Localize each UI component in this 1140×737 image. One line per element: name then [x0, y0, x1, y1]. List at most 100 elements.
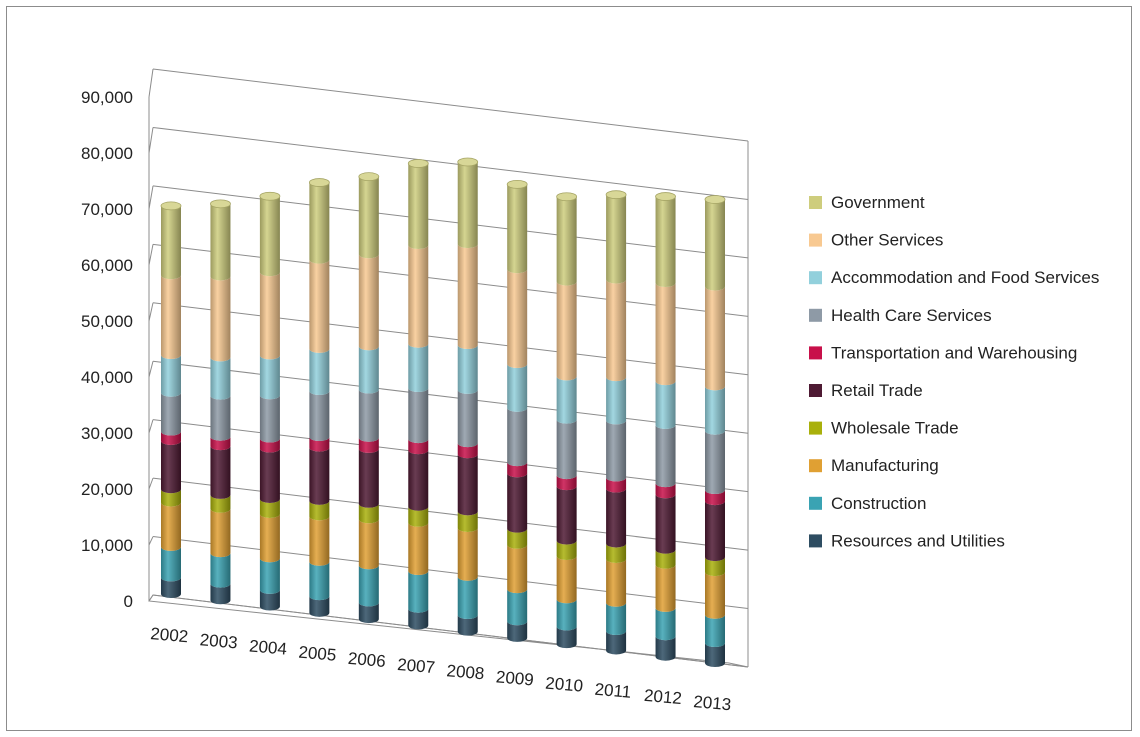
left-wall-gridline: [148, 68, 154, 98]
bar-segment: [309, 516, 330, 566]
bar-top-cap: [160, 201, 182, 211]
bar-segment: [705, 386, 725, 435]
bar-segment: [309, 348, 330, 396]
x-tick-label: 2009: [495, 667, 534, 689]
left-wall-gridline: [148, 536, 154, 546]
legend-swatch: [809, 271, 822, 285]
legend-swatch: [809, 459, 822, 473]
bar-segment: [309, 259, 330, 353]
left-wall-gridline: [148, 361, 154, 378]
bar-segment: [507, 462, 528, 478]
y-tick-label: 50,000: [81, 312, 133, 331]
bar-segment: [161, 489, 181, 507]
bar-segment: [259, 355, 280, 400]
bar-segment: [210, 203, 231, 281]
legend-item: Construction: [809, 494, 926, 513]
legend-label: Transportation and Warehousing: [831, 343, 1077, 362]
left-wall-gridline: [148, 477, 154, 490]
bar-segment: [358, 346, 379, 394]
bar-segment: [606, 558, 627, 607]
x-tick-label: 2011: [594, 680, 632, 702]
legend-item: Other Services: [809, 231, 943, 250]
y-tick-label: 60,000: [81, 256, 133, 275]
bar-segment: [507, 621, 528, 642]
legend-label: Government: [831, 193, 925, 212]
gridline: [152, 536, 749, 610]
x-tick-label: 2003: [199, 630, 238, 652]
legend-swatch: [809, 233, 822, 247]
bar-segment: [655, 564, 676, 612]
legend-item: Health Care Services: [809, 306, 992, 325]
bar-segment: [655, 283, 676, 386]
legend-label: Retail Trade: [831, 381, 923, 400]
bar-segment: [358, 519, 379, 570]
bar-segment: [408, 388, 429, 444]
bar-segment: [606, 420, 627, 482]
bar-segment: [408, 608, 429, 630]
bar-segment: [161, 431, 181, 445]
y-tick-label: 10,000: [81, 536, 133, 555]
bar-segment: [309, 447, 330, 505]
legend-item: Government: [809, 193, 925, 212]
legend-swatch: [809, 196, 822, 209]
bar-segment: [655, 483, 676, 499]
bar-segment: [358, 565, 379, 607]
left-wall-gridline: [148, 127, 154, 154]
bar-segment: [655, 196, 676, 288]
bar-segment: [309, 500, 330, 521]
bar-segment: [507, 184, 528, 274]
bar-segment: [210, 357, 231, 400]
chart-frame: 0 10,000 20,000 30,000 40,000 50,000 60,000 70,…: [6, 6, 1132, 731]
bar-segment: [408, 343, 429, 393]
bar-top-cap: [457, 157, 479, 167]
bar-segment: [705, 286, 725, 391]
legend: Government Other Services Accommodation an…: [809, 193, 1099, 550]
bar-segment: [705, 430, 725, 495]
left-wall-gridline: [148, 302, 154, 322]
bar-segment: [408, 450, 429, 511]
bar-segment: [259, 558, 280, 594]
bar-segment: [556, 419, 577, 480]
legend-item: Retail Trade: [809, 381, 923, 400]
legend-swatch: [809, 496, 822, 510]
bar-segment: [259, 589, 280, 611]
bar-segment: [259, 272, 280, 360]
x-tick-label: 2012: [643, 686, 682, 708]
bar-segment: [259, 395, 280, 443]
bar-segment: [259, 196, 280, 277]
bar-segment: [358, 448, 379, 508]
bar-segment: [655, 494, 676, 554]
bar-top-cap: [259, 191, 281, 201]
bar-top-cap: [605, 190, 627, 200]
legend-label: Health Care Services: [831, 306, 992, 325]
bar-segment: [556, 281, 577, 381]
legend-swatch: [809, 346, 822, 360]
bar-segment: [606, 477, 627, 493]
bar-segment: [507, 473, 528, 533]
bar-segment: [556, 376, 577, 424]
legend-swatch: [809, 421, 822, 435]
y-tick-label: 20,000: [81, 480, 133, 499]
gridlines: [148, 68, 749, 668]
bar-segment: [358, 254, 379, 351]
bar-segment: [556, 196, 577, 286]
bar-segment: [655, 381, 676, 429]
bar-segment: [556, 540, 577, 561]
gridline: [152, 360, 749, 434]
bar-2003: [210, 199, 231, 605]
bar-segment: [161, 275, 181, 360]
bar-2007: [407, 159, 429, 630]
gridline: [152, 126, 749, 200]
bar-segment: [161, 502, 181, 551]
bar-segment: [705, 572, 725, 619]
bar-segment: [655, 424, 676, 488]
bar-segment: [210, 395, 231, 441]
bar-segment: [408, 245, 429, 348]
bar-segment: [705, 199, 725, 291]
bar-2011: [605, 190, 627, 655]
left-wall-gridline: [148, 419, 154, 434]
bar-segment: [259, 498, 280, 518]
bar-top-cap: [210, 199, 231, 209]
bar-segment: [161, 577, 181, 598]
bar-2006: [358, 172, 380, 624]
